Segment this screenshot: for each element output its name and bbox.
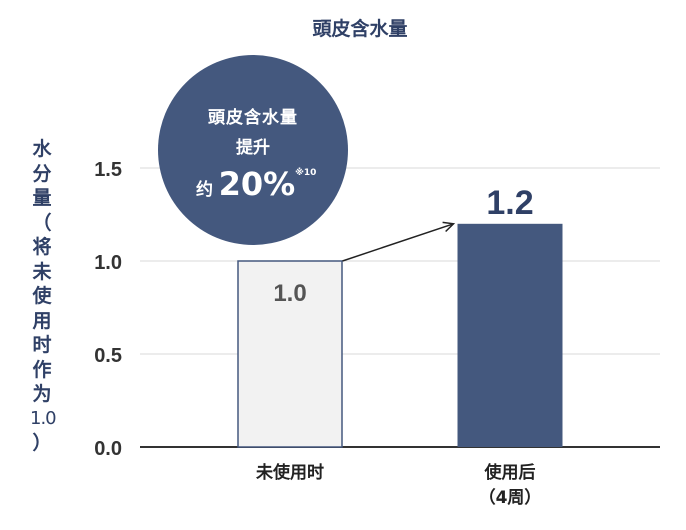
badge-percent: 20% — [218, 165, 296, 203]
y-tick-label: 1.0 — [94, 252, 122, 274]
y-axis-label-char: 分 — [32, 162, 52, 185]
y-tick-label: 0.0 — [94, 438, 122, 460]
trend-arrow-line — [342, 223, 454, 262]
y-axis-label: 水分量（将未使用时作为 1.0 ） — [30, 137, 57, 456]
y-axis-label-char: 量 — [32, 187, 52, 209]
y-tick-label: 1.5 — [94, 159, 122, 181]
bar-after — [457, 223, 563, 447]
y-axis-label-char: 1.0 — [30, 407, 57, 429]
y-axis-label-char: 用 — [32, 309, 52, 332]
bar-before — [237, 260, 343, 448]
badge-value: 约 20%※10 — [196, 165, 316, 203]
y-axis-label-char: ） — [32, 432, 52, 454]
x-tick-label: 使用后 — [484, 462, 536, 483]
data-label: 1.2 — [486, 184, 533, 222]
y-axis-label-char: 作 — [32, 358, 52, 381]
x-tick-label: （4周） — [479, 487, 542, 508]
x-tick-label: 未使用时 — [255, 462, 324, 483]
chart-title: 頭皮含水量 — [312, 18, 408, 40]
badge-footnote: ※10 — [295, 168, 317, 178]
y-axis-label-char: 将 — [32, 236, 52, 258]
y-axis-label-char: 未 — [32, 260, 52, 283]
y-tick-label: 0.5 — [94, 345, 122, 367]
badge-prefix: 约 — [196, 180, 213, 200]
y-axis-label-char: 为 — [32, 383, 52, 405]
badge-line2: 提升 — [236, 138, 270, 158]
data-label: 1.0 — [273, 280, 306, 307]
y-axis-label-char: 水 — [32, 138, 52, 160]
y-axis-label-char: 使 — [32, 285, 52, 307]
y-axis-label-char: （ — [32, 211, 52, 234]
improvement-badge: 頭皮含水量 提升 约 20%※10 — [158, 55, 348, 245]
y-axis-label-char: 时 — [32, 334, 52, 356]
arrowhead-icon — [442, 221, 456, 233]
badge-line1: 頭皮含水量 — [208, 108, 298, 128]
